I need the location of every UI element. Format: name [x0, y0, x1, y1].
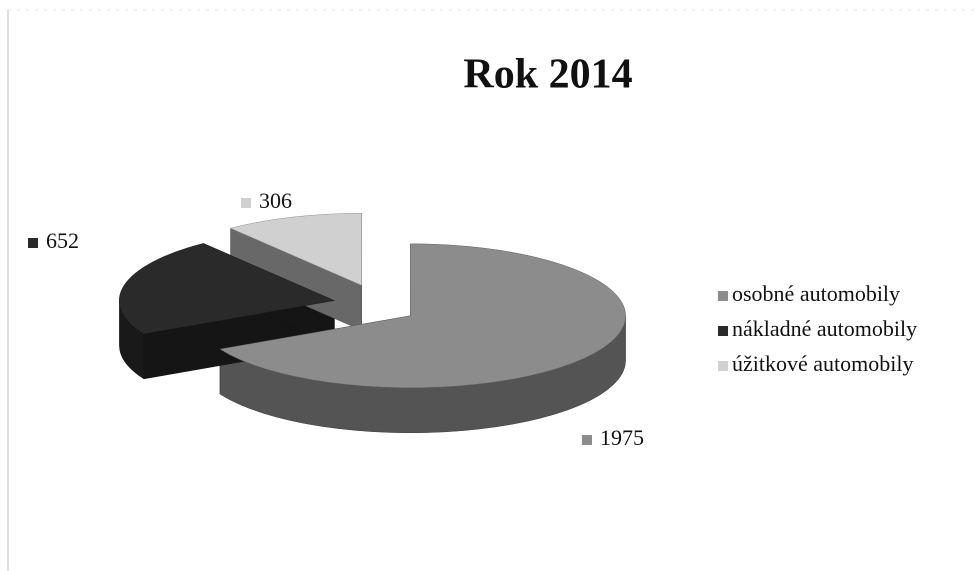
legend-label: úžitkové automobily [732, 351, 913, 376]
chart-title: Rok 2014 [463, 52, 632, 98]
pie-slice [219, 243, 626, 389]
label-key [582, 435, 592, 445]
data-label: 306 [259, 188, 292, 213]
legend-label: osobné automobily [732, 281, 900, 306]
pie-slice [119, 243, 336, 335]
data-label: 652 [46, 228, 79, 253]
data-label: 1975 [600, 425, 644, 450]
label-key [241, 198, 251, 208]
pie-slice [229, 213, 362, 286]
legend-key [718, 361, 728, 371]
legend-key [718, 326, 728, 336]
label-key [28, 238, 38, 248]
legend-key [718, 291, 728, 301]
legend-label: nákladné automobily [732, 316, 917, 341]
